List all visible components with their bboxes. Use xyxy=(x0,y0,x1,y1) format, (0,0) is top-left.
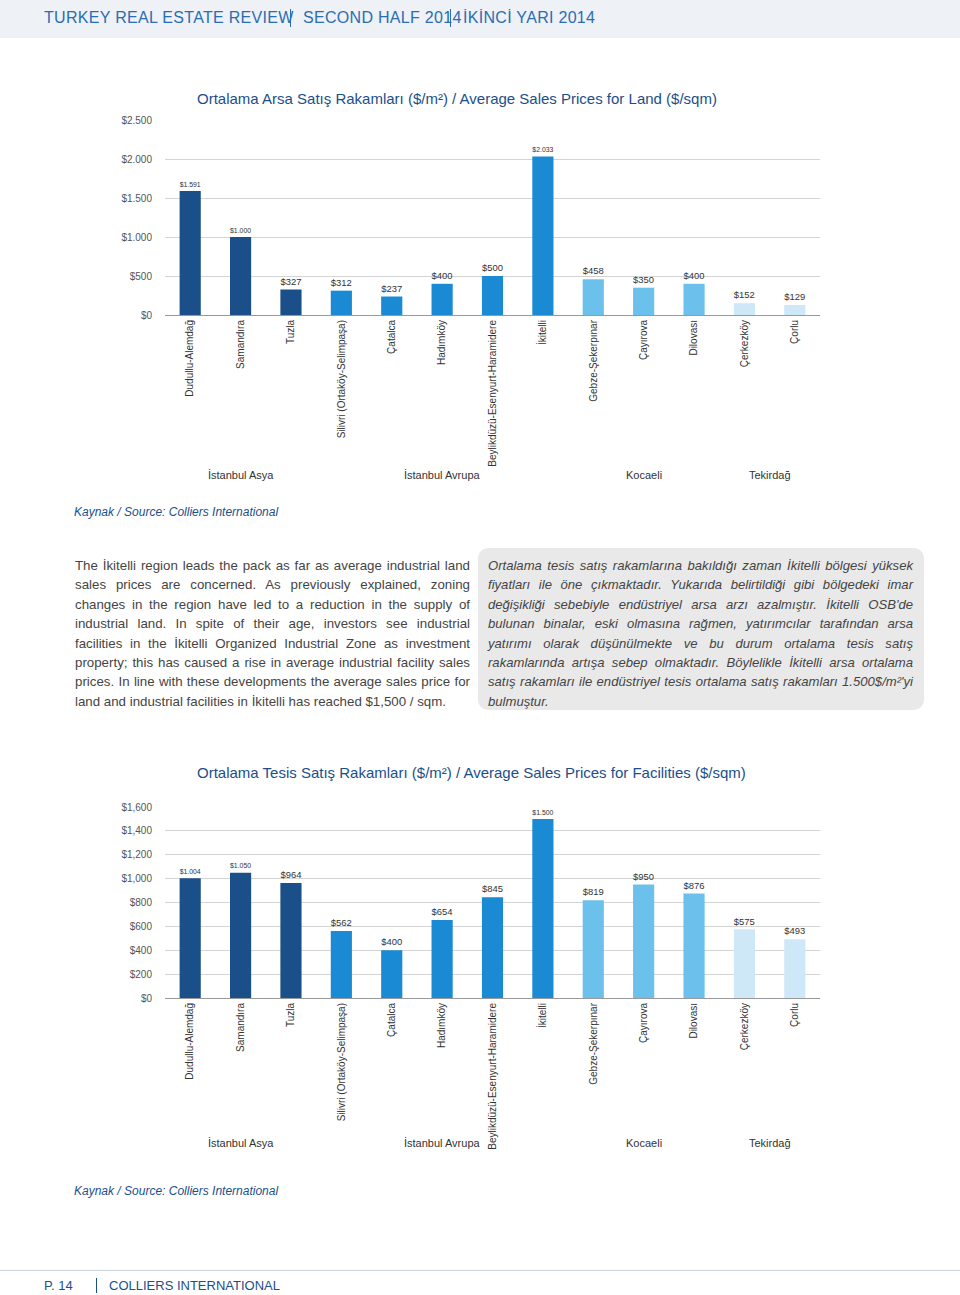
svg-text:$350: $350 xyxy=(633,274,654,285)
svg-text:$312: $312 xyxy=(331,277,352,288)
svg-text:Beylikdüzü-Esenyurt-Haramidere: Beylikdüzü-Esenyurt-Haramidere xyxy=(487,320,498,467)
html-text:Kaynak / Source: Colliers Inte: Kaynak / Source: Colliers International xyxy=(74,1184,279,1198)
svg-text:İstanbul Avrupa: İstanbul Avrupa xyxy=(404,469,481,481)
svg-text:$400: $400 xyxy=(432,270,453,281)
html-text:Kaynak / Source: Colliers Inte: Kaynak / Source: Colliers International xyxy=(74,505,279,519)
svg-text:$0: $0 xyxy=(141,993,153,1004)
svg-text:Kocaeli: Kocaeli xyxy=(626,469,662,481)
svg-text:$152: $152 xyxy=(734,289,755,300)
svg-text:$1.000: $1.000 xyxy=(230,227,251,234)
svg-text:Çerkezköy: Çerkezköy xyxy=(739,1003,750,1050)
html-text:COLLIERS INTERNATIONAL: COLLIERS INTERNATIONAL xyxy=(109,1278,280,1293)
svg-text:Dilovası: Dilovası xyxy=(688,320,699,356)
svg-text:$2.500: $2.500 xyxy=(121,115,152,126)
svg-text:Hadımköy: Hadımköy xyxy=(436,320,447,365)
svg-text:$964: $964 xyxy=(280,869,301,880)
svg-text:$2.033: $2.033 xyxy=(532,146,553,153)
svg-text:$1,400: $1,400 xyxy=(121,825,152,836)
svg-text:Tuzla: Tuzla xyxy=(285,1003,296,1028)
svg-text:$1.500: $1.500 xyxy=(121,193,152,204)
svg-text:$800: $800 xyxy=(130,897,153,908)
svg-text:Tekirdağ: Tekirdağ xyxy=(749,1137,791,1149)
svg-text:Dudullu-Alemdağ: Dudullu-Alemdağ xyxy=(184,1003,195,1080)
svg-text:$400: $400 xyxy=(130,945,153,956)
svg-text:İstanbul Asya: İstanbul Asya xyxy=(208,469,274,481)
svg-text:Çatalca: Çatalca xyxy=(386,320,397,354)
html-text:TURKEY REAL ESTATE REVIEW: TURKEY REAL ESTATE REVIEW xyxy=(44,9,294,26)
svg-text:$1,000: $1,000 xyxy=(121,873,152,884)
svg-text:Tuzla: Tuzla xyxy=(285,320,296,345)
svg-text:İstanbul Asya: İstanbul Asya xyxy=(208,1137,274,1149)
svg-text:Kocaeli: Kocaeli xyxy=(626,1137,662,1149)
svg-text:$200: $200 xyxy=(130,969,153,980)
svg-text:Çayırova: Çayırova xyxy=(638,320,649,360)
svg-text:$876: $876 xyxy=(683,880,704,891)
svg-text:İstanbul Avrupa: İstanbul Avrupa xyxy=(404,1137,481,1149)
svg-text:$129: $129 xyxy=(784,291,805,302)
svg-text:$1.004: $1.004 xyxy=(180,868,201,875)
svg-text:$950: $950 xyxy=(633,871,654,882)
html-text:Ortalama Tesis Satış Rakamları: Ortalama Tesis Satış Rakamları ($/m²) / … xyxy=(197,764,746,781)
svg-text:$1,200: $1,200 xyxy=(121,849,152,860)
svg-text:$1.591: $1.591 xyxy=(180,181,201,188)
svg-text:Dudullu-Alemdağ: Dudullu-Alemdağ xyxy=(184,320,195,397)
svg-text:$575: $575 xyxy=(734,916,755,927)
svg-text:$400: $400 xyxy=(683,270,704,281)
svg-text:$493: $493 xyxy=(784,925,805,936)
svg-text:$237: $237 xyxy=(381,283,402,294)
svg-text:Samandıra: Samandıra xyxy=(235,320,246,369)
svg-text:Silivri (Ortaköy-Selimpaşa): Silivri (Ortaköy-Selimpaşa) xyxy=(336,1003,347,1121)
svg-text:$500: $500 xyxy=(130,271,153,282)
svg-text:Çorlu: Çorlu xyxy=(789,320,800,344)
svg-text:İkitelli: İkitelli xyxy=(536,1003,548,1028)
svg-text:Çorlu: Çorlu xyxy=(789,1003,800,1027)
svg-text:$2.000: $2.000 xyxy=(121,154,152,165)
svg-text:$1.000: $1.000 xyxy=(121,232,152,243)
svg-text:Samandıra: Samandıra xyxy=(235,1003,246,1052)
svg-text:$500: $500 xyxy=(482,262,503,273)
svg-text:$400: $400 xyxy=(381,936,402,947)
svg-text:$1.500: $1.500 xyxy=(532,809,553,816)
svg-text:Beylikdüzü-Esenyurt-Haramidere: Beylikdüzü-Esenyurt-Haramidere xyxy=(487,1003,498,1150)
svg-text:$0: $0 xyxy=(141,310,153,321)
svg-text:Tekirdağ: Tekirdağ xyxy=(749,469,791,481)
html-text:P. 14: P. 14 xyxy=(44,1278,73,1293)
svg-text:$819: $819 xyxy=(583,886,604,897)
svg-text:$845: $845 xyxy=(482,883,503,894)
svg-text:$1,600: $1,600 xyxy=(121,802,152,813)
svg-text:Hadımköy: Hadımköy xyxy=(436,1003,447,1048)
svg-text:Çatalca: Çatalca xyxy=(386,1003,397,1037)
svg-text:$562: $562 xyxy=(331,917,352,928)
svg-text:Çerkezköy: Çerkezköy xyxy=(739,320,750,367)
svg-text:Gebze-Şekerpınar: Gebze-Şekerpınar xyxy=(588,319,599,401)
svg-text:$458: $458 xyxy=(583,265,604,276)
svg-text:$1.050: $1.050 xyxy=(230,862,251,869)
html-text:Ortalama Arsa Satış Rakamları: Ortalama Arsa Satış Rakamları ($/m²) / A… xyxy=(197,90,717,107)
svg-text:İkitelli: İkitelli xyxy=(536,320,548,345)
svg-text:Dilovası: Dilovası xyxy=(688,1003,699,1039)
svg-text:$600: $600 xyxy=(130,921,153,932)
svg-text:Çayırova: Çayırova xyxy=(638,1003,649,1043)
svg-text:Gebze-Şekerpınar: Gebze-Şekerpınar xyxy=(588,1002,599,1084)
html-text:Ortalama tesis satış rakamları: Ortalama tesis satış rakamlarına bakıldı… xyxy=(488,558,913,709)
html-text:SECOND HALF 2014 İKİNCİ YARI 2: SECOND HALF 2014 İKİNCİ YARI 2014 xyxy=(303,9,596,26)
html-text:The İkitelli region leads the: The İkitelli region leads the pack as fa… xyxy=(75,558,470,709)
svg-text:$654: $654 xyxy=(432,906,453,917)
svg-text:Silivri (Ortaköy-Selimpaşa): Silivri (Ortaköy-Selimpaşa) xyxy=(336,320,347,438)
svg-text:$327: $327 xyxy=(280,276,301,287)
